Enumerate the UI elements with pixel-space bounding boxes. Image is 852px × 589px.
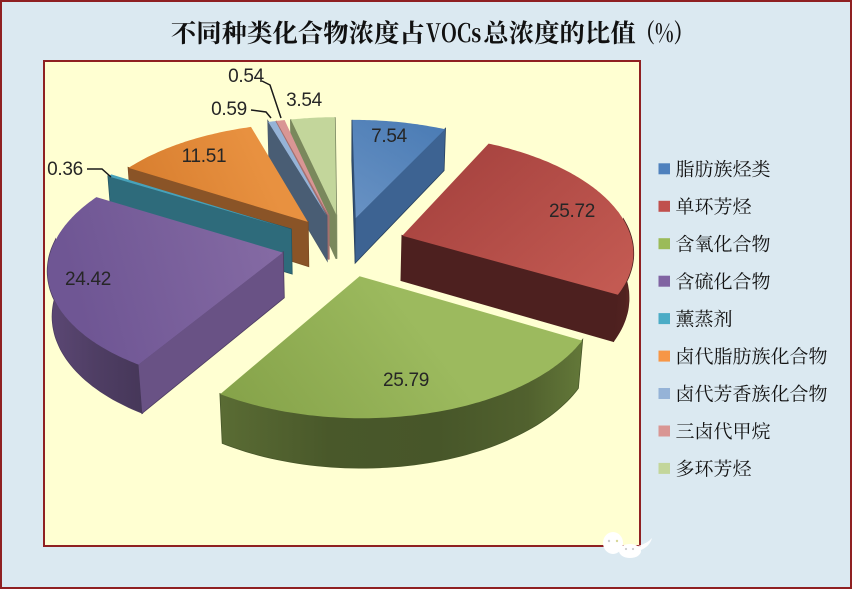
svg-text:25.72: 25.72 [549, 201, 595, 222]
svg-text:0.36: 0.36 [47, 159, 83, 180]
svg-text:3.54: 3.54 [286, 90, 323, 111]
svg-text:7.54: 7.54 [371, 126, 408, 147]
svg-text:25.79: 25.79 [383, 370, 429, 391]
svg-text:11.51: 11.51 [182, 146, 227, 167]
svg-text:24.42: 24.42 [65, 269, 111, 290]
svg-text:0.54: 0.54 [228, 66, 265, 87]
svg-text:0.59: 0.59 [211, 99, 247, 120]
